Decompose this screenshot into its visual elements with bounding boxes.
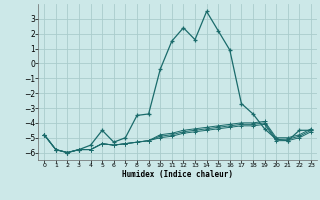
X-axis label: Humidex (Indice chaleur): Humidex (Indice chaleur)	[122, 170, 233, 179]
